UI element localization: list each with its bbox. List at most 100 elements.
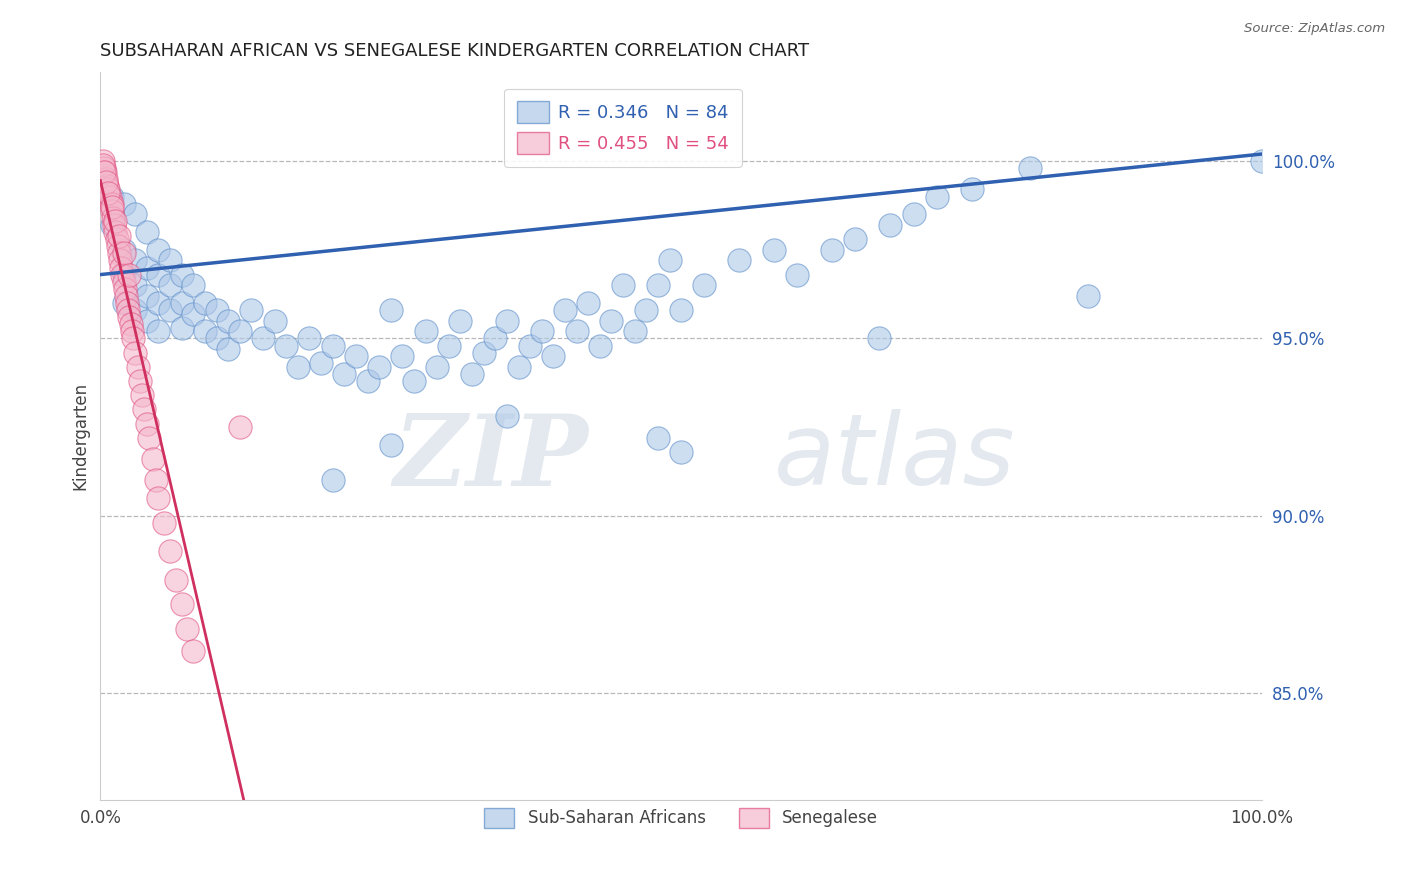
- Point: [153, 516, 176, 530]
- Point: [117, 303, 139, 318]
- Point: [519, 338, 541, 352]
- Y-axis label: Kindergarten: Kindergarten: [72, 382, 89, 490]
- Point: [636, 303, 658, 318]
- Point: [134, 402, 156, 417]
- Point: [104, 225, 127, 239]
- Point: [124, 303, 146, 318]
- Point: [94, 165, 117, 179]
- Point: [380, 438, 402, 452]
- Text: Source: ZipAtlas.com: Source: ZipAtlas.com: [1244, 22, 1385, 36]
- Point: [112, 296, 135, 310]
- Point: [176, 622, 198, 636]
- Point: [194, 324, 217, 338]
- Point: [170, 296, 193, 310]
- Point: [344, 349, 367, 363]
- Point: [118, 310, 141, 325]
- Point: [333, 367, 356, 381]
- Point: [322, 338, 344, 352]
- Point: [159, 278, 181, 293]
- Point: [135, 260, 157, 275]
- Point: [96, 171, 118, 186]
- Point: [142, 452, 165, 467]
- Point: [181, 307, 204, 321]
- Point: [101, 189, 124, 203]
- Point: [786, 268, 808, 282]
- Point: [97, 182, 120, 196]
- Point: [426, 359, 449, 374]
- Point: [101, 218, 124, 232]
- Point: [112, 196, 135, 211]
- Point: [97, 186, 120, 200]
- Point: [415, 324, 437, 338]
- Point: [496, 314, 519, 328]
- Point: [112, 268, 135, 282]
- Point: [131, 388, 153, 402]
- Point: [903, 207, 925, 221]
- Point: [93, 161, 115, 176]
- Point: [380, 303, 402, 318]
- Point: [1018, 161, 1040, 176]
- Point: [101, 211, 124, 225]
- Point: [217, 314, 239, 328]
- Point: [669, 303, 692, 318]
- Point: [138, 431, 160, 445]
- Text: ZIP: ZIP: [394, 409, 588, 506]
- Point: [298, 331, 321, 345]
- Point: [263, 314, 285, 328]
- Point: [763, 243, 786, 257]
- Point: [205, 303, 228, 318]
- Point: [287, 359, 309, 374]
- Point: [217, 342, 239, 356]
- Point: [112, 243, 135, 257]
- Text: SUBSAHARAN AFRICAN VS SENEGALESE KINDERGARTEN CORRELATION CHART: SUBSAHARAN AFRICAN VS SENEGALESE KINDERG…: [100, 42, 810, 60]
- Point: [107, 239, 129, 253]
- Point: [124, 253, 146, 268]
- Point: [159, 303, 181, 318]
- Point: [728, 253, 751, 268]
- Point: [496, 409, 519, 424]
- Point: [647, 278, 669, 293]
- Point: [229, 324, 252, 338]
- Point: [844, 232, 866, 246]
- Point: [322, 473, 344, 487]
- Point: [98, 189, 121, 203]
- Point: [101, 200, 124, 214]
- Point: [565, 324, 588, 338]
- Point: [104, 214, 127, 228]
- Point: [450, 314, 472, 328]
- Point: [170, 320, 193, 334]
- Point: [229, 420, 252, 434]
- Point: [148, 324, 170, 338]
- Point: [461, 367, 484, 381]
- Point: [658, 253, 681, 268]
- Point: [124, 345, 146, 359]
- Point: [112, 275, 135, 289]
- Point: [276, 338, 298, 352]
- Point: [472, 345, 495, 359]
- Point: [108, 246, 131, 260]
- Point: [135, 314, 157, 328]
- Point: [309, 356, 332, 370]
- Point: [101, 203, 124, 218]
- Point: [121, 324, 143, 338]
- Point: [100, 196, 122, 211]
- Point: [122, 331, 145, 345]
- Point: [181, 278, 204, 293]
- Point: [925, 189, 948, 203]
- Point: [148, 491, 170, 505]
- Point: [530, 324, 553, 338]
- Point: [124, 278, 146, 293]
- Point: [115, 289, 138, 303]
- Point: [91, 158, 114, 172]
- Point: [543, 349, 565, 363]
- Point: [96, 175, 118, 189]
- Point: [135, 225, 157, 239]
- Point: [115, 296, 138, 310]
- Point: [114, 282, 136, 296]
- Point: [159, 544, 181, 558]
- Point: [148, 296, 170, 310]
- Point: [120, 318, 142, 332]
- Point: [108, 228, 131, 243]
- Point: [96, 178, 118, 193]
- Point: [612, 278, 634, 293]
